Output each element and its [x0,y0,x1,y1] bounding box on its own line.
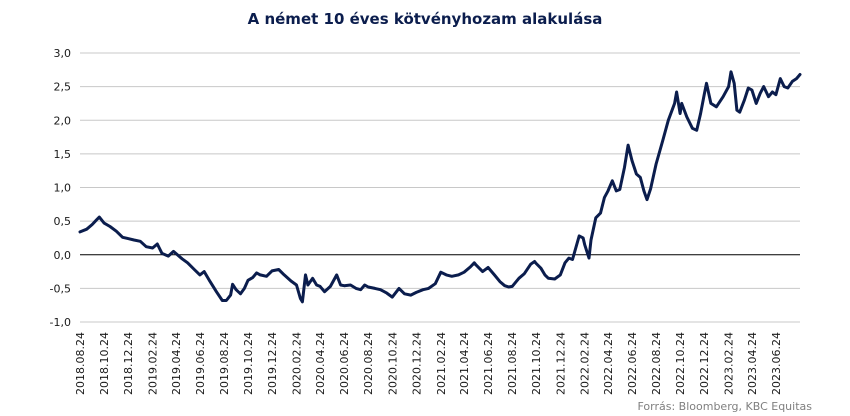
x-tick-label: 2020.08.24 [362,332,375,395]
x-tick-label: 2021.12.24 [554,332,567,395]
y-axis-tick-labels: 3,0 2,5 2,0 1,5 1,0 0,5 0,0 -0,5 -1,0 [50,47,71,329]
x-tick-label: 2021.06.24 [482,332,495,395]
x-tick-label: 2021.08.24 [506,332,519,395]
y-tick-label: -0,5 [50,282,71,295]
x-tick-label: 2020.04.24 [314,332,327,395]
x-tick-label: 2019.06.24 [194,332,207,395]
x-tick-label: 2021.02.24 [435,332,448,395]
x-tick-label: 2019.10.24 [242,332,255,395]
source-note: Forrás: Bloomberg, KBC Equitas [637,400,812,413]
x-tick-label: 2022.12.24 [698,332,711,395]
x-tick-label: 2019.02.24 [147,332,160,395]
x-tick-label: 2023.04.24 [746,332,759,395]
y-tick-label: 1,0 [54,182,72,195]
gridlines [80,52,800,323]
x-tick-label: 2019.12.24 [266,332,279,395]
y-tick-label: 3,0 [54,47,72,60]
x-tick-label: 2021.04.24 [458,332,471,395]
x-tick-label: 2018.08.24 [74,332,87,395]
x-tick-label: 2023.06.24 [770,332,783,395]
y-tick-label: 2,5 [54,81,72,94]
x-tick-label: 2018.10.24 [98,332,111,395]
x-tick-label: 2022.08.24 [650,332,663,395]
y-tick-label: 2,0 [54,114,72,127]
x-tick-label: 2020.06.24 [338,332,351,395]
x-tick-label: 2023.02.24 [723,332,736,395]
x-tick-label: 2018.12.24 [122,332,135,395]
x-tick-label: 2022.06.24 [626,332,639,395]
x-tick-label: 2020.10.24 [386,332,399,395]
series-layer [78,70,802,304]
x-tick-label: 2019.08.24 [218,332,231,395]
y-tick-label: 0,0 [54,249,72,262]
y-tick-label: -1,0 [50,316,71,329]
x-tick-label: 2022.04.24 [602,332,615,395]
x-axis-tick-labels: 2018.08.24 2018.10.24 2018.12.24 2019.02.24… [74,332,783,395]
x-tick-label: 2021.10.24 [530,332,543,395]
y-tick-label: 1,5 [54,148,72,161]
x-tick-label: 2019.04.24 [170,332,183,395]
x-tick-label: 2020.12.24 [410,332,423,395]
series-line [78,70,802,304]
y-tick-label: 0,5 [54,215,72,228]
chart-title: A német 10 éves kötvényhozam alakulása [248,10,603,28]
x-tick-label: 2020.02.24 [290,332,303,395]
x-tick-label: 2022.02.24 [579,332,592,395]
x-tick-label: 2022.10.24 [674,332,687,395]
